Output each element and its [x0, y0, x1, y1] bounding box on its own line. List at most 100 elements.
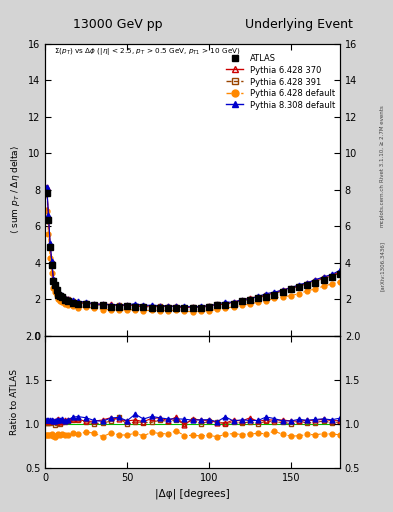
Pythia 6.428 391 — [313, 279, 318, 285]
Pythia 6.428 default — [100, 307, 105, 313]
Pythia 6.428 370 — [207, 303, 211, 309]
Y-axis label: $\langle$ sum $p_T$ / $\Delta\eta$ delta$\rangle$: $\langle$ sum $p_T$ / $\Delta\eta$ delta… — [9, 145, 22, 234]
Pythia 6.428 default — [149, 307, 154, 313]
Pythia 6.428 391 — [71, 298, 75, 304]
Pythia 6.428 default — [92, 305, 97, 311]
ATLAS — [264, 294, 269, 300]
ATLAS — [100, 303, 105, 309]
Pythia 6.428 default — [223, 305, 228, 311]
Pythia 8.308 default — [174, 304, 178, 310]
ATLAS — [71, 300, 75, 306]
Pythia 6.428 default — [166, 308, 171, 314]
Pythia 6.428 default — [44, 208, 49, 214]
Pythia 8.308 default — [125, 302, 129, 308]
Pythia 8.308 default — [223, 299, 228, 305]
Pythia 6.428 default — [71, 303, 75, 309]
Pythia 6.428 default — [51, 285, 56, 291]
Pythia 6.428 default — [62, 301, 67, 307]
Pythia 8.308 default — [75, 298, 80, 304]
ATLAS — [54, 287, 59, 293]
ATLAS — [56, 292, 61, 298]
Pythia 8.308 default — [280, 287, 285, 293]
Pythia 6.428 391 — [48, 243, 53, 249]
Text: Rivet 3.1.10, ≥ 2.7M events: Rivet 3.1.10, ≥ 2.7M events — [380, 105, 384, 182]
Pythia 6.428 391 — [215, 301, 219, 307]
ATLAS — [248, 297, 252, 304]
Pythia 8.308 default — [239, 296, 244, 303]
Pythia 6.428 370 — [174, 303, 178, 309]
ATLAS — [338, 271, 342, 278]
Pythia 6.428 370 — [48, 241, 53, 247]
ATLAS — [50, 262, 54, 268]
Pythia 6.428 391 — [57, 292, 62, 298]
Pythia 6.428 default — [264, 298, 269, 304]
Pythia 6.428 default — [248, 301, 252, 307]
Pythia 6.428 370 — [288, 285, 293, 291]
ATLAS — [305, 282, 310, 288]
Pythia 6.428 default — [190, 309, 195, 315]
ATLAS — [53, 282, 57, 288]
Pythia 6.428 370 — [248, 295, 252, 301]
Pythia 6.428 370 — [56, 289, 61, 295]
Pythia 6.428 391 — [256, 295, 261, 301]
ATLAS — [92, 302, 97, 308]
Pythia 6.428 391 — [43, 187, 48, 194]
Pythia 6.428 default — [297, 291, 301, 297]
Pythia 6.428 370 — [116, 302, 121, 308]
Pythia 8.308 default — [57, 291, 62, 297]
ATLAS — [141, 304, 146, 310]
Pythia 6.428 370 — [141, 303, 146, 309]
Pythia 8.308 default — [231, 300, 236, 306]
Pythia 6.428 391 — [166, 304, 171, 310]
Pythia 8.308 default — [56, 290, 61, 296]
ATLAS — [223, 302, 228, 308]
ATLAS — [62, 297, 67, 303]
Pythia 6.428 370 — [321, 274, 326, 280]
ATLAS — [182, 305, 187, 311]
Pythia 6.428 391 — [44, 188, 49, 194]
ATLAS — [313, 280, 318, 286]
Pythia 6.428 370 — [50, 259, 54, 265]
Pythia 6.428 default — [59, 298, 64, 305]
Pythia 6.428 370 — [223, 301, 228, 307]
Pythia 6.428 391 — [92, 302, 97, 308]
Pythia 6.428 370 — [297, 283, 301, 289]
Pythia 6.428 370 — [66, 296, 70, 302]
Line: Pythia 6.428 391: Pythia 6.428 391 — [43, 188, 342, 310]
Pythia 6.428 391 — [75, 300, 80, 306]
Pythia 6.428 391 — [54, 286, 59, 292]
Pythia 6.428 391 — [84, 301, 88, 307]
Pythia 6.428 391 — [288, 286, 293, 292]
Pythia 6.428 391 — [62, 296, 67, 302]
Pythia 6.428 370 — [84, 300, 88, 306]
Pythia 8.308 default — [313, 276, 318, 283]
Pythia 8.308 default — [84, 299, 88, 305]
Text: $\Sigma(p_T)$ vs $\Delta\phi$ ($|\eta|$ < 2.5, $p_T$ > 0.5 GeV, $p_{T1}$ > 10 Ge: $\Sigma(p_T)$ vs $\Delta\phi$ ($|\eta|$ … — [54, 47, 241, 57]
ATLAS — [256, 295, 261, 301]
Text: Underlying Event: Underlying Event — [245, 18, 353, 31]
Pythia 6.428 default — [57, 297, 62, 304]
ATLAS — [329, 274, 334, 281]
Pythia 6.428 default — [207, 308, 211, 314]
Pythia 6.428 391 — [329, 273, 334, 280]
Line: Pythia 8.308 default: Pythia 8.308 default — [43, 184, 342, 310]
Pythia 6.428 391 — [305, 281, 310, 287]
Pythia 6.428 default — [43, 207, 48, 213]
ATLAS — [166, 305, 171, 311]
Pythia 8.308 default — [66, 295, 70, 302]
ATLAS — [272, 291, 277, 297]
Pythia 6.428 391 — [338, 270, 342, 276]
Pythia 8.308 default — [288, 285, 293, 291]
Pythia 6.428 default — [338, 279, 342, 285]
Pythia 8.308 default — [256, 293, 261, 300]
Line: Pythia 6.428 370: Pythia 6.428 370 — [43, 185, 342, 310]
Text: mcplots.cern.ch: mcplots.cern.ch — [380, 183, 384, 227]
Y-axis label: Ratio to ATLAS: Ratio to ATLAS — [10, 369, 19, 435]
Pythia 6.428 391 — [46, 215, 51, 221]
Pythia 6.428 370 — [62, 295, 67, 301]
Pythia 6.428 391 — [59, 293, 64, 300]
Pythia 8.308 default — [321, 274, 326, 280]
ATLAS — [57, 292, 62, 298]
Pythia 8.308 default — [43, 183, 48, 189]
Line: ATLAS: ATLAS — [42, 190, 343, 311]
